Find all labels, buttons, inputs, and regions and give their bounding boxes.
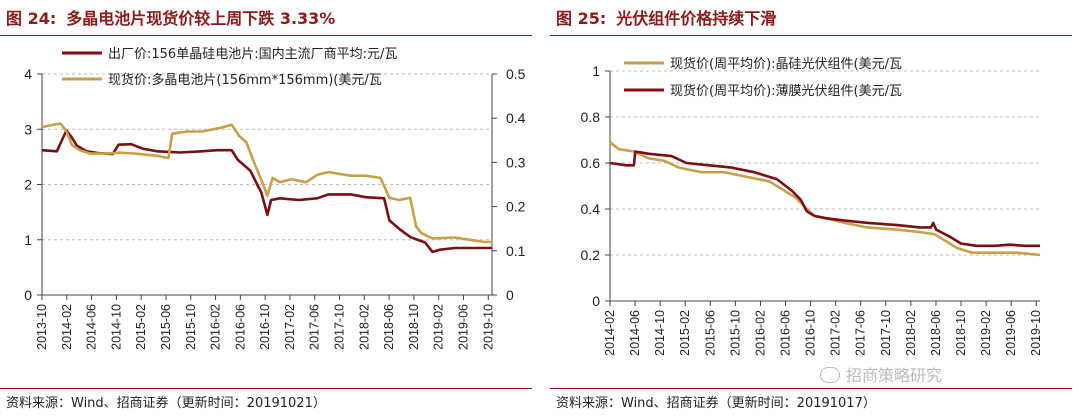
legend-label-1: 现货价(周平均价):晶硅光伏组件(美元/瓦	[670, 56, 902, 72]
y2-tick-label: 0.2	[506, 199, 526, 215]
x-tick-label: 2017-06	[308, 304, 322, 350]
line-chart-svg: 0 0.2 0.4 0.6 0.8 1 2014-02 2014-06 2014-10 2015-…	[581, 56, 1044, 356]
source-rule	[550, 388, 1072, 389]
x-tick-label: 2015-06	[159, 304, 173, 350]
x-tick-label: 2015-02	[678, 310, 692, 356]
y-tick-label: 0.6	[581, 155, 601, 171]
y-tick-label: 0	[24, 287, 32, 303]
figure-number: 图 24:	[6, 9, 57, 28]
y2-tick-label: 0.5	[506, 66, 526, 82]
y-tick-label: 0.8	[581, 109, 601, 125]
y-tick-label: 2	[24, 177, 32, 193]
y2-tick-label: 0	[506, 287, 514, 303]
x-tick-label: 2017-10	[333, 304, 347, 350]
y2-tick-label: 0.1	[506, 243, 526, 259]
watermark-text: 招商策略研究	[846, 366, 943, 385]
chart-panel-24: 图 24: 多晶电池片现货价较上周下跌 3.33% 0 1 2 3 4 0 0.1 0.2 0.3…	[0, 6, 532, 411]
series-line-2	[41, 122, 492, 244]
x-tick-label: 2017-10	[879, 310, 893, 356]
chart-title: 图 24: 多晶电池片现货价较上周下跌 3.33%	[0, 6, 532, 32]
x-tick-label: 2016-06	[233, 304, 247, 350]
x-tick-label: 2014-02	[60, 304, 74, 350]
y-tick-label: 1	[592, 63, 600, 79]
title-rule	[550, 35, 1072, 36]
x-tick-label: 2017-02	[283, 304, 297, 350]
x-tick-label: 2016-10	[258, 304, 272, 350]
y-tick-label: 3	[24, 121, 32, 137]
chart-panel-25: 图 25: 光伏组件价格持续下滑 0 0.2 0.4 0.6 0.8 1 2014-02 201…	[550, 0, 1080, 418]
y-tick-label: 1	[24, 232, 32, 248]
series-line-1	[41, 129, 492, 254]
x-tick-label: 2015-02	[134, 304, 148, 350]
x-tick-label: 2018-02	[357, 304, 371, 350]
legend-label-2: 现货价:多晶电池片(156mm*156mm)(美元/瓦	[108, 72, 382, 88]
x-tick-label: 2017-06	[854, 310, 868, 356]
x-tick-label: 2019-10	[1029, 310, 1043, 356]
legend-label-1: 出厂价:156单晶硅电池片:国内主流厂商平均:元/瓦	[108, 46, 397, 62]
x-tick-label: 2015-10	[728, 310, 742, 356]
x-tick-label: 2019-10	[481, 304, 495, 350]
x-tick-label: 2017-02	[829, 310, 843, 356]
watermark: 招商策略研究	[820, 362, 942, 386]
source-note: 资料来源：Wind、招商证券（更新时间：20191021）	[6, 396, 326, 411]
x-tick-label: 2016-10	[804, 310, 818, 356]
y2-tick-label: 0.4	[506, 110, 526, 126]
y-tick-label: 0	[592, 293, 600, 309]
x-tick-label: 2014-06	[628, 310, 642, 356]
x-tick-label: 2015-10	[184, 304, 198, 350]
wechat-icon	[820, 367, 840, 383]
source-rule	[0, 388, 532, 389]
x-tick-label: 2016-02	[209, 304, 223, 350]
x-tick-label: 2014-10	[109, 304, 123, 350]
x-tick-label: 2014-06	[85, 304, 99, 350]
x-tick-label: 2018-02	[904, 310, 918, 356]
x-tick-label: 2014-10	[653, 310, 667, 356]
x-tick-label: 2019-06	[1004, 310, 1018, 356]
x-tick-label: 2018-10	[954, 310, 968, 356]
x-tick-label: 2013-10	[35, 304, 49, 350]
y-tick-label: 0.2	[581, 247, 601, 263]
title-rule	[0, 35, 532, 36]
y-tick-label: 4	[24, 66, 32, 82]
legend-label-2: 现货价(周平均价):薄膜光伏组件(美元/瓦	[670, 83, 902, 99]
x-tick-label: 2015-06	[703, 310, 717, 356]
figure-number: 图 25:	[556, 9, 607, 28]
x-tick-label: 2019-06	[456, 304, 470, 350]
line-chart-svg: 0 1 2 3 4 0 0.1 0.2 0.3 0.4 0.5 2013-10 2014-02 2014-…	[24, 46, 526, 350]
series-line-1	[609, 141, 1041, 257]
figure-title: 多晶电池片现货价较上周下跌 3.33%	[66, 9, 336, 28]
x-tick-label: 2018-06	[382, 304, 396, 350]
y-tick-label: 0.4	[581, 201, 601, 217]
x-tick-label: 2019-02	[979, 310, 993, 356]
x-tick-label: 2019-02	[432, 304, 446, 350]
x-tick-label: 2016-06	[779, 310, 793, 356]
chart-title: 图 25: 光伏组件价格持续下滑	[550, 6, 1072, 32]
x-tick-label: 2016-02	[753, 310, 767, 356]
figure-title: 光伏组件价格持续下滑	[616, 9, 777, 28]
x-tick-label: 2018-10	[407, 304, 421, 350]
series-line-2	[609, 150, 1040, 248]
x-tick-label: 2014-02	[603, 310, 617, 356]
x-tick-label: 2018-06	[929, 310, 943, 356]
y2-tick-label: 0.3	[506, 154, 526, 170]
source-note: 资料来源：Wind、招商证券（更新时间：20191017）	[556, 396, 876, 411]
